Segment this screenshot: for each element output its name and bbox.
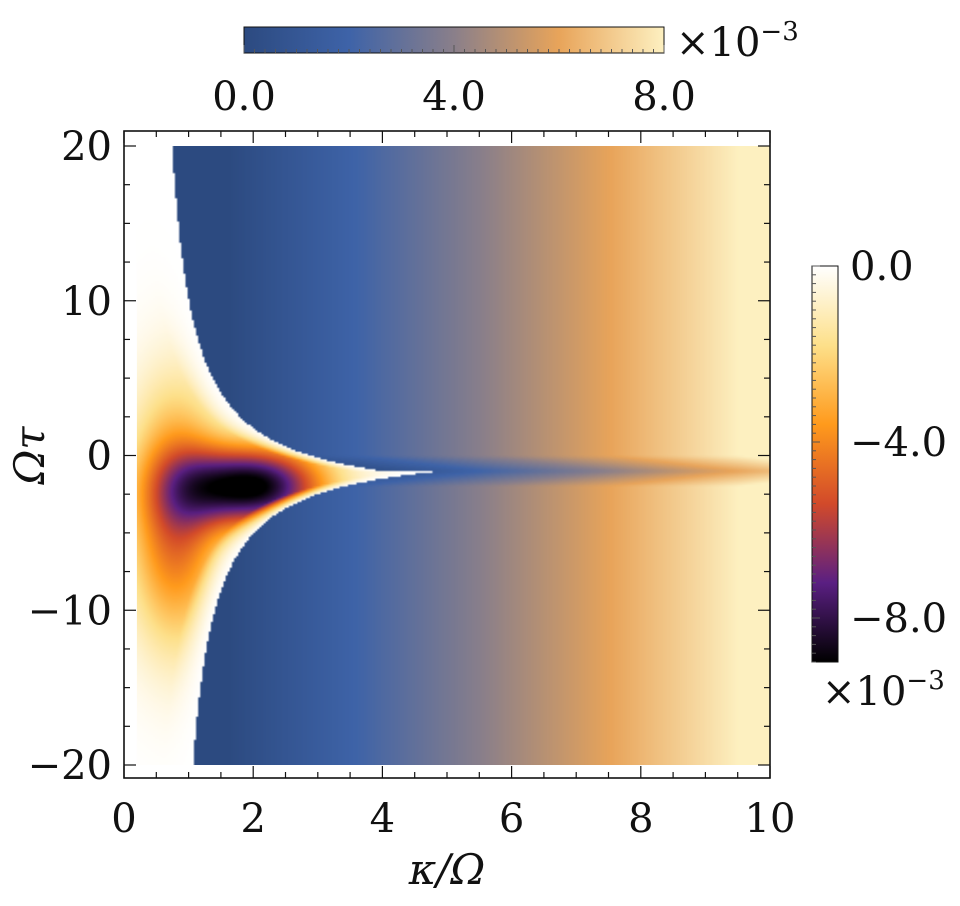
right-colorbar-tick-label: −4.0: [850, 420, 947, 466]
x-tick-label: 0: [111, 796, 136, 842]
x-axis: 0 2 4 6 8 10: [111, 131, 795, 842]
right-colorbar-gradient: [811, 265, 839, 663]
y-tick-label: 20: [61, 124, 112, 170]
right-colorbar: 0.0 −4.0 −8.0 ×10−3: [811, 244, 947, 715]
x-tick-label: 2: [240, 796, 265, 842]
right-colorbar-multiplier: ×10−3: [822, 666, 945, 715]
top-colorbar-tick-label: 4.0: [422, 74, 486, 120]
y-tick-label: −20: [28, 743, 112, 789]
x-axis-title: κ/Ω: [408, 845, 486, 894]
y-tick-label: 10: [61, 279, 112, 325]
right-colorbar-tick-label: 0.0: [850, 244, 914, 290]
y-tick-label: 0: [87, 434, 112, 480]
right-colorbar-tick-label: −8.0: [850, 596, 947, 642]
x-tick-label: 4: [370, 796, 395, 842]
y-tick-label: −10: [28, 588, 112, 634]
x-tick-label: 10: [745, 796, 796, 842]
top-colorbar-tick-label: 8.0: [632, 74, 696, 120]
top-colorbar: 0.0 4.0 8.0 ×10−3: [212, 17, 799, 120]
top-colorbar-tick-label: 0.0: [212, 74, 276, 120]
y-axis: 20 10 0 −10 −20: [28, 124, 770, 789]
x-tick-label: 8: [628, 796, 653, 842]
top-colorbar-multiplier: ×10−3: [676, 17, 799, 66]
heatmap-raster: [136, 146, 771, 765]
y-axis-title: Ωτ: [5, 426, 54, 486]
x-tick-label: 6: [499, 796, 524, 842]
heatmap-image: [136, 146, 771, 765]
